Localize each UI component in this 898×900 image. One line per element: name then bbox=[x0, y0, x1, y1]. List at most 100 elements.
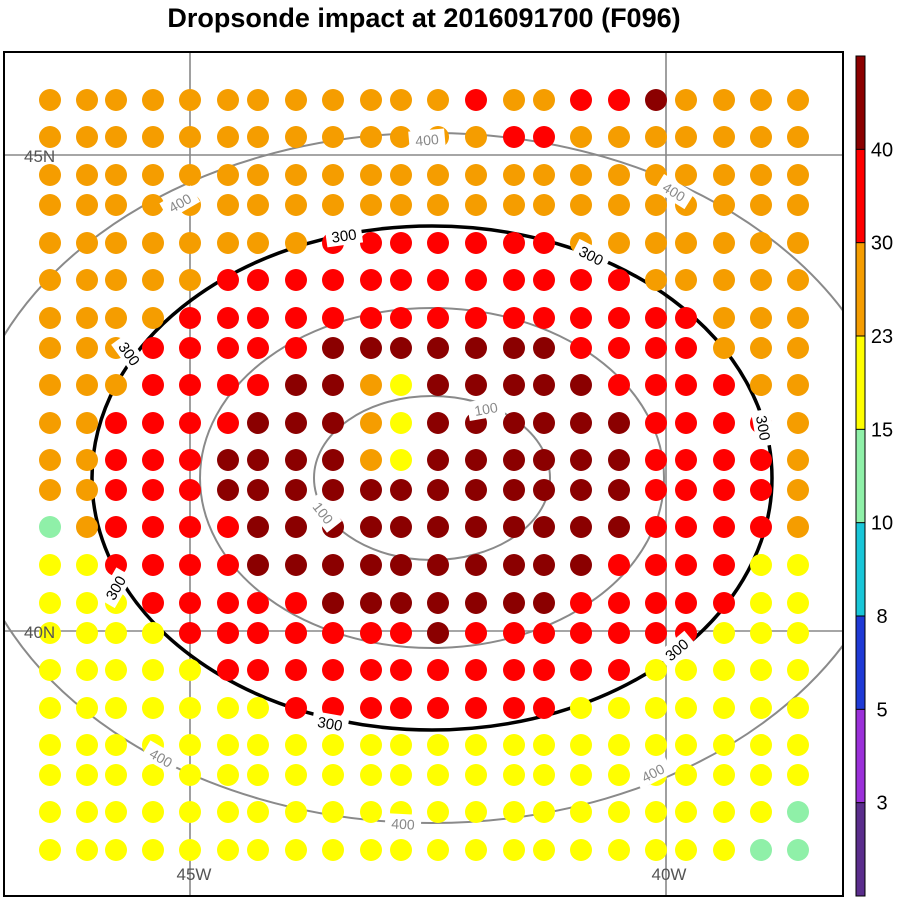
sonde-point bbox=[142, 269, 164, 291]
sonde-point bbox=[750, 449, 772, 471]
sonde-point bbox=[322, 449, 344, 471]
sonde-point bbox=[360, 232, 382, 254]
sonde-point bbox=[465, 479, 487, 501]
svg-text:300: 300 bbox=[330, 226, 357, 246]
sonde-point bbox=[787, 697, 809, 719]
sonde-point bbox=[608, 337, 630, 359]
colorbar-segment bbox=[856, 56, 865, 150]
sonde-point bbox=[675, 734, 697, 756]
sonde-point bbox=[285, 449, 307, 471]
sonde-point bbox=[217, 764, 239, 786]
sonde-point bbox=[39, 516, 61, 538]
sonde-point bbox=[39, 554, 61, 576]
sonde-point bbox=[503, 337, 525, 359]
sonde-point bbox=[675, 232, 697, 254]
sonde-point bbox=[142, 449, 164, 471]
sonde-point bbox=[713, 516, 735, 538]
sonde-point bbox=[247, 126, 269, 148]
sonde-point bbox=[608, 89, 630, 111]
colorbar-segment bbox=[856, 429, 865, 523]
sonde-point bbox=[533, 412, 555, 434]
sonde-point bbox=[503, 412, 525, 434]
sonde-point bbox=[675, 164, 697, 186]
sonde-point bbox=[787, 337, 809, 359]
sonde-point bbox=[503, 659, 525, 681]
sonde-point bbox=[179, 801, 201, 823]
sonde-point bbox=[217, 412, 239, 434]
sonde-point bbox=[76, 516, 98, 538]
sonde-point bbox=[322, 269, 344, 291]
sonde-point bbox=[142, 801, 164, 823]
sonde-point bbox=[360, 734, 382, 756]
sonde-point bbox=[570, 801, 592, 823]
sonde-point bbox=[285, 269, 307, 291]
sonde-point bbox=[533, 734, 555, 756]
sonde-point bbox=[503, 516, 525, 538]
sonde-point bbox=[285, 479, 307, 501]
sonde-point bbox=[142, 659, 164, 681]
sonde-point bbox=[76, 839, 98, 861]
sonde-point bbox=[570, 479, 592, 501]
sonde-point bbox=[570, 592, 592, 614]
sonde-point bbox=[570, 374, 592, 396]
sonde-point bbox=[105, 89, 127, 111]
sonde-point bbox=[427, 412, 449, 434]
sonde-point bbox=[787, 659, 809, 681]
sonde-point bbox=[608, 839, 630, 861]
colorbar-tick-label: 40 bbox=[871, 139, 893, 161]
sonde-point bbox=[247, 337, 269, 359]
sonde-point bbox=[787, 89, 809, 111]
sonde-point bbox=[645, 554, 667, 576]
sonde-point bbox=[533, 554, 555, 576]
sonde-point bbox=[360, 307, 382, 329]
sonde-point bbox=[179, 126, 201, 148]
sonde-point bbox=[360, 801, 382, 823]
sonde-point bbox=[247, 734, 269, 756]
sonde-point bbox=[503, 126, 525, 148]
sonde-point bbox=[217, 516, 239, 538]
sonde-point bbox=[503, 592, 525, 614]
sonde-point bbox=[142, 554, 164, 576]
sonde-point bbox=[322, 659, 344, 681]
sonde-point bbox=[503, 307, 525, 329]
sonde-point bbox=[247, 449, 269, 471]
sonde-point bbox=[427, 164, 449, 186]
sonde-point bbox=[645, 734, 667, 756]
sonde-point bbox=[285, 412, 307, 434]
contour-label: 100 bbox=[466, 396, 506, 421]
sonde-point bbox=[285, 554, 307, 576]
sonde-point bbox=[570, 516, 592, 538]
sonde-point bbox=[465, 697, 487, 719]
sonde-point bbox=[750, 269, 772, 291]
sonde-point bbox=[675, 592, 697, 614]
sonde-point bbox=[533, 449, 555, 471]
sonde-point bbox=[645, 839, 667, 861]
map-frame bbox=[3, 51, 844, 897]
sonde-point bbox=[390, 194, 412, 216]
sonde-point bbox=[39, 232, 61, 254]
sonde-point bbox=[142, 516, 164, 538]
gridline-label: 40W bbox=[652, 865, 687, 884]
sonde-point bbox=[465, 734, 487, 756]
sonde-point bbox=[503, 89, 525, 111]
contour-label: 100 bbox=[304, 492, 342, 533]
sonde-point bbox=[645, 449, 667, 471]
sonde-point bbox=[76, 269, 98, 291]
sonde-point bbox=[105, 194, 127, 216]
sonde-point bbox=[105, 516, 127, 538]
sonde-point bbox=[322, 479, 344, 501]
sonde-point bbox=[390, 412, 412, 434]
sonde-point bbox=[427, 734, 449, 756]
sonde-point bbox=[787, 622, 809, 644]
sonde-point bbox=[750, 697, 772, 719]
sonde-point bbox=[608, 164, 630, 186]
sonde-point bbox=[247, 89, 269, 111]
sonde-point bbox=[142, 622, 164, 644]
sonde-point bbox=[750, 659, 772, 681]
sonde-point bbox=[675, 89, 697, 111]
sonde-point bbox=[427, 232, 449, 254]
contour-label: 400 bbox=[384, 813, 422, 834]
sonde-point bbox=[608, 697, 630, 719]
colorbar-tick-label: 3 bbox=[876, 793, 887, 815]
sonde-point bbox=[608, 801, 630, 823]
